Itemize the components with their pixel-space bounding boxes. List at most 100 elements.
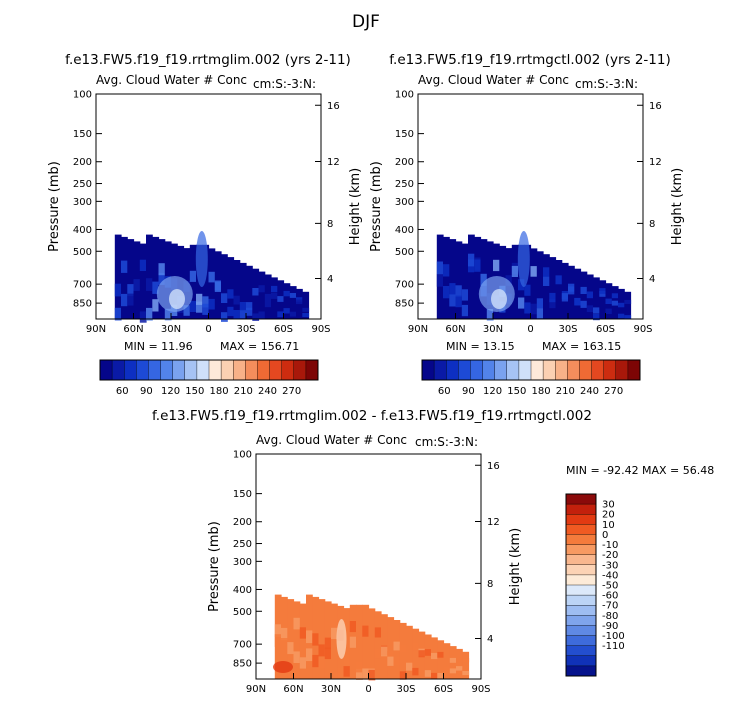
colorbar-swatch <box>123 359 137 381</box>
field-cell <box>183 305 191 316</box>
field-cell <box>624 299 632 304</box>
colorbar-label: 20 <box>602 510 615 521</box>
x-tick-label: 90S <box>633 324 652 335</box>
field-cell <box>605 298 613 304</box>
colorbar-swatch <box>615 359 629 381</box>
field-maximum <box>169 289 185 309</box>
field-cell <box>574 298 582 306</box>
colorbar-swatch <box>220 359 234 381</box>
colorbar-label: -20 <box>602 550 618 561</box>
field-cell <box>399 644 407 653</box>
field-cell <box>343 666 351 677</box>
field-cell <box>246 265 253 319</box>
colorbar-swatch <box>565 514 597 525</box>
field-cell <box>412 642 420 651</box>
colorbar-label: -110 <box>602 641 625 652</box>
field-cell <box>221 293 228 303</box>
field-cell <box>356 661 363 673</box>
colorbar-swatch <box>565 665 597 677</box>
colorbar-swatch <box>458 359 471 381</box>
y-right-tick-label: 4 <box>649 274 655 285</box>
field-cell <box>202 244 210 320</box>
field-cell <box>580 271 588 319</box>
panel-3-subtitle: Avg. Cloud Water # Conc <box>256 433 407 447</box>
panel-3-title: f.e13.FW5.f19_f19.rrtmglim.002 - f.e13.F… <box>152 408 592 424</box>
colorbar-label: -60 <box>602 591 618 602</box>
field-cell <box>246 307 253 316</box>
field-cell <box>299 603 307 679</box>
y-right-tick-label: 12 <box>487 517 500 528</box>
colorbar-swatch <box>148 359 161 381</box>
field-cell <box>208 298 216 310</box>
field-cell <box>318 644 326 657</box>
field-cell <box>283 290 291 297</box>
field-cell <box>543 254 550 319</box>
y-right-axis-label: Height (km) <box>508 528 523 605</box>
field-cell <box>431 652 438 660</box>
colorbar-label: 150 <box>507 386 526 397</box>
field-cell <box>239 302 247 311</box>
field-cell <box>368 608 376 679</box>
colorbar-label: 180 <box>532 386 551 397</box>
field-cell <box>624 291 632 319</box>
colorbar-swatch <box>565 584 597 596</box>
field-cell <box>258 311 266 319</box>
x-tick-label: 0 <box>527 324 533 335</box>
field-cell <box>424 649 432 656</box>
colorbar-swatch <box>446 359 459 381</box>
colorbar-swatch <box>172 359 186 381</box>
x-tick-label: 90S <box>311 324 330 335</box>
field-cell <box>152 281 160 294</box>
y-right-tick-label: 8 <box>327 219 333 230</box>
field-cell <box>574 268 582 319</box>
colorbar-swatch <box>591 359 605 381</box>
colorbar-swatch <box>184 359 198 381</box>
field-cell <box>139 243 147 319</box>
colorbar-label: -100 <box>602 631 625 642</box>
x-tick-label: 90N <box>86 324 106 335</box>
x-tick-label: 60N <box>283 684 303 695</box>
colorbar-label: 270 <box>604 386 623 397</box>
field-cell <box>455 285 463 297</box>
y-right-tick-label: 8 <box>487 579 493 590</box>
colorbar-label: 210 <box>556 386 575 397</box>
y-tick-label: 500 <box>73 247 92 258</box>
field-cell <box>289 311 297 317</box>
field-cell <box>146 234 153 319</box>
field-cell <box>456 669 463 674</box>
field-cell <box>449 657 457 663</box>
y-axis-label: Pressure (mb) <box>47 161 62 252</box>
field-cell <box>599 288 607 294</box>
field-cell <box>536 298 544 309</box>
field-cell <box>196 301 203 313</box>
colorbar-swatch <box>245 359 258 381</box>
y-tick-label: 250 <box>233 539 252 550</box>
field-cell <box>127 293 135 306</box>
field-cell <box>258 285 266 293</box>
field-cell <box>387 651 395 661</box>
field-cell <box>287 599 295 679</box>
panel-3-colorbar: 3020100-10-20-30-40-50-60-70-80-90-100-1… <box>565 493 625 677</box>
field-cell <box>331 620 338 632</box>
field-cell <box>258 271 266 319</box>
field-maximum <box>273 661 293 673</box>
y-tick-label: 300 <box>395 197 414 208</box>
field-cell <box>362 604 370 680</box>
field-cell <box>555 260 563 319</box>
y-right-tick-label: 12 <box>649 157 662 168</box>
colorbar-swatch <box>565 625 597 637</box>
field-cell <box>524 244 532 320</box>
colorbar-label: 10 <box>602 520 615 531</box>
field-cell <box>158 263 166 276</box>
field-cell <box>555 275 563 285</box>
field-cell <box>146 278 153 291</box>
colorbar-label: 270 <box>282 386 301 397</box>
field-cell <box>568 283 575 292</box>
field-cell <box>227 306 235 317</box>
field-cell <box>406 662 413 671</box>
y-right-tick-label: 8 <box>649 219 655 230</box>
colorbar-label: 60 <box>116 386 129 397</box>
colorbar-label: 150 <box>185 386 204 397</box>
field-cell <box>443 666 451 672</box>
